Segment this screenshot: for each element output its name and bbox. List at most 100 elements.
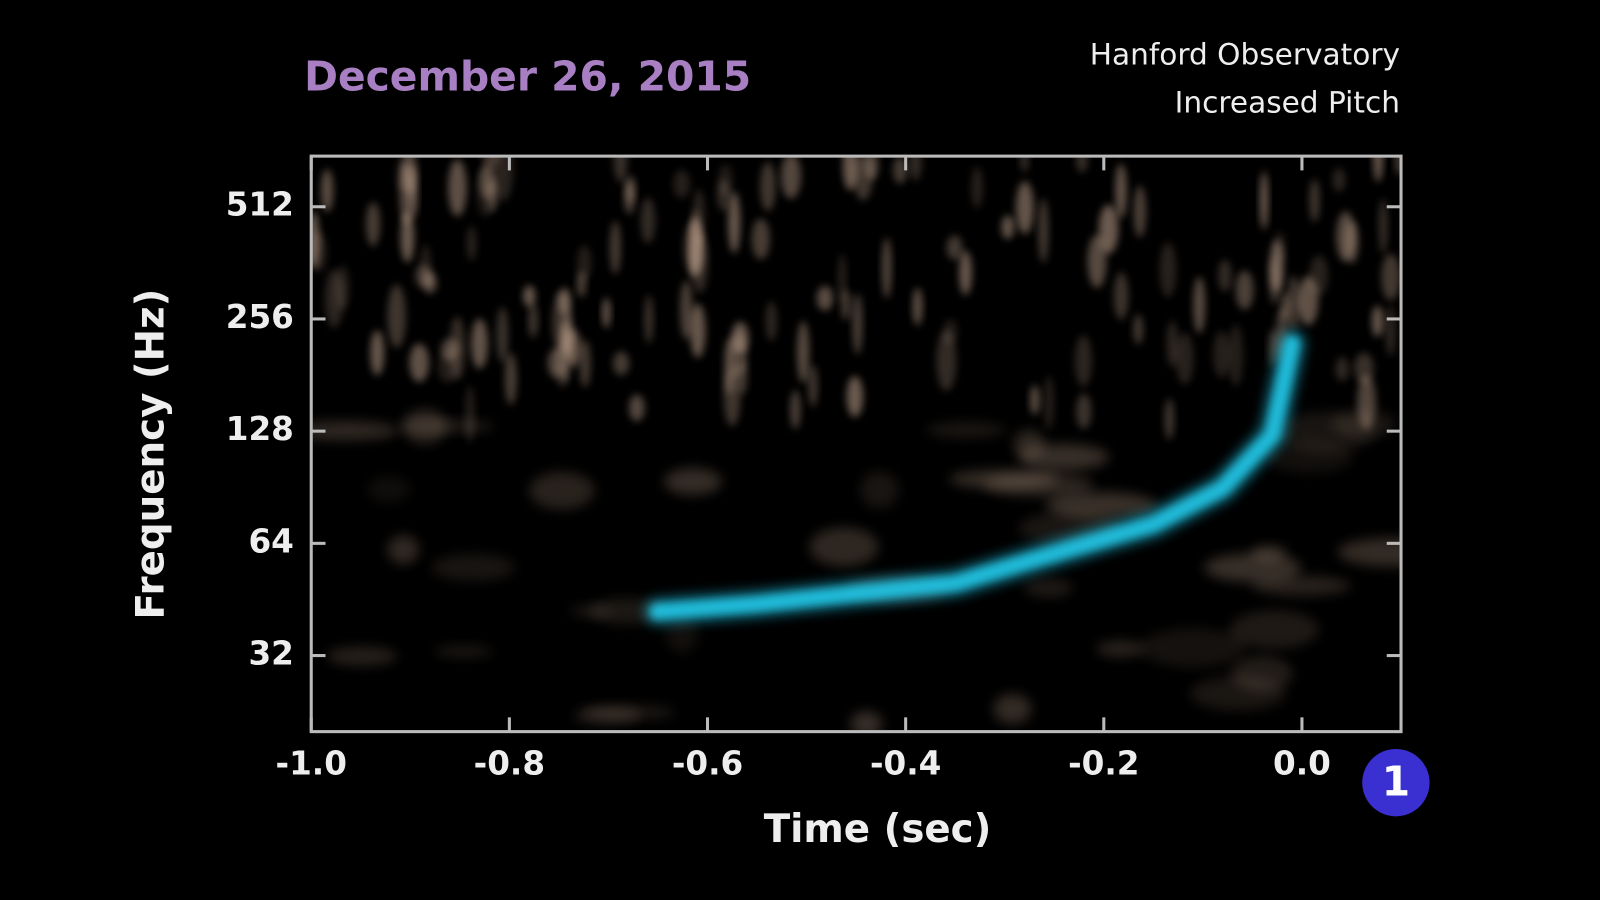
noise-blob [946,235,963,260]
noise-blob [751,218,770,260]
noise-blob [529,471,595,510]
noise-blob [1076,156,1088,173]
noise-blob [717,179,730,212]
annotation: Hanford Observatory [1090,38,1400,72]
noise-blob [576,271,586,298]
noise-blob [1385,305,1396,357]
noise-blob [1268,329,1278,367]
noise-blob [808,364,818,408]
noise-blob [321,169,334,213]
noise-blob [1166,320,1179,368]
noise-blob [1115,163,1127,219]
noise-blob [602,297,611,329]
noise-blob [1235,270,1254,310]
y-tick-label: 32 [248,635,293,673]
noise-blob [842,156,858,190]
noise-blob [326,646,398,666]
noise-blob [433,645,494,658]
noise-blob [1193,276,1206,334]
noise-blob [1337,537,1402,567]
noise-blob [1336,211,1356,262]
noise-blob [925,421,1007,439]
noise-blob [1074,335,1093,387]
noise-blob [1229,610,1320,649]
noise-blob [1373,156,1383,182]
noise-blob [496,306,509,364]
noise-blob [816,285,834,311]
noise-blob [790,390,801,430]
x-tick-label: -0.8 [474,744,545,782]
noise-blob [402,409,448,444]
noise-blob [1286,275,1301,331]
noise-blob [1015,181,1034,234]
noise-blob [838,253,847,302]
noise-blob [574,706,641,725]
x-axis-label: Time (sec) [764,807,992,852]
y-tick-label: 64 [248,522,293,560]
y-tick-label: 512 [226,186,294,224]
noise-blob [673,169,690,199]
noise-blob [466,225,477,262]
noise-blob [1264,441,1354,474]
noise-blob [912,287,923,326]
noise-blob [809,527,879,567]
noise-blob [959,250,972,296]
noise-blob [909,156,922,181]
logo-text: 1 [1382,758,1410,806]
noise-blob [1332,167,1346,192]
noise-blob [449,316,465,381]
x-tick-label: -0.4 [870,744,941,782]
noise-blob [367,475,411,503]
noise-blob [893,156,908,184]
noise-blob [1076,393,1092,429]
noise-blob [569,604,613,618]
noise-blob [415,264,433,289]
noise-blob [476,166,495,217]
noise-blob [1175,332,1194,385]
noise-blob [1098,204,1119,254]
noise-blob [663,467,722,495]
noise-blob [680,280,693,340]
chirp-track [650,336,1300,619]
noise-blob [365,202,381,247]
noise-blob [1309,178,1320,223]
noise-blob [1213,330,1230,378]
noise-blob [1159,242,1177,298]
noise-blob [1331,409,1396,438]
noise-blob [613,351,630,376]
noise-blob [860,471,899,509]
noise-blob [1164,398,1175,440]
noise-blob [765,301,777,342]
noise-blob [1038,198,1049,263]
noise-blob [1096,640,1145,658]
noise-blob [387,535,420,564]
noise-blob [760,162,776,212]
noise-blob [409,343,429,383]
noise-blob [311,421,399,441]
noise-blob [471,318,488,369]
noise-blob [1335,356,1349,382]
noise-blob [1043,375,1055,430]
noise-blob [1378,198,1388,255]
noise-blob [387,284,406,348]
noise-blob [1381,253,1401,301]
noise-blob [797,321,810,384]
noise-blob [644,295,654,344]
noise-blob [1259,171,1269,230]
noise-blob [691,233,708,294]
noise-blob [881,237,892,299]
noise-blob [1273,231,1285,264]
noise-blob [640,197,656,244]
noise-blob [1251,575,1351,596]
noise-blob [613,156,628,183]
noise-blob [504,352,517,405]
noise-blob [465,385,475,443]
noise-blob [335,265,350,311]
noise-blob [1133,185,1147,238]
noise-blob [589,597,665,625]
noise-blob [723,337,735,394]
noise-blob [1218,259,1232,292]
noise-blob [1354,352,1374,384]
noise-blob [624,180,635,215]
